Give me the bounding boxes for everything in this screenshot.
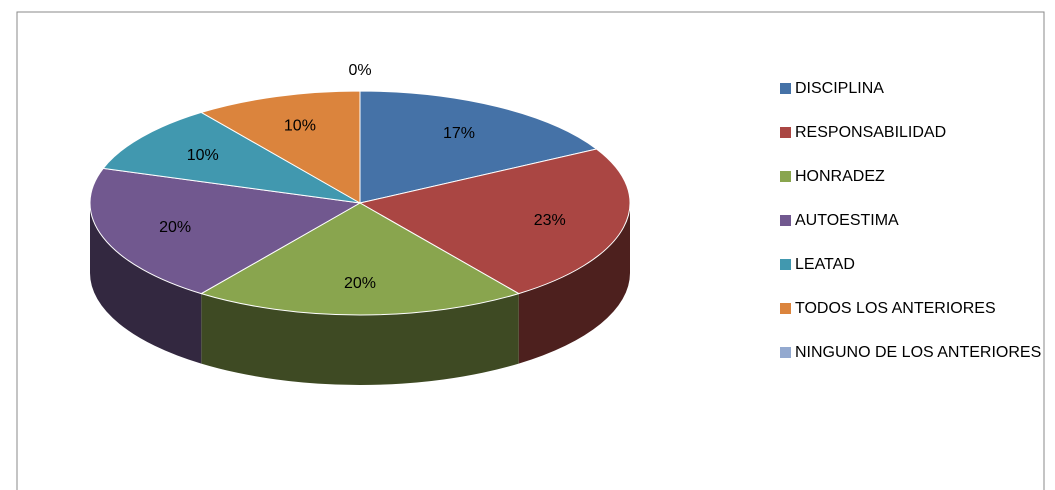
data-label: 10% [284,118,316,135]
legend-swatch [780,127,791,138]
legend-label: DISCIPLINA [795,80,884,97]
legend-label: AUTOESTIMA [795,212,899,229]
data-label: 20% [344,275,376,292]
pie-slice-side [90,203,202,364]
legend-swatch [780,303,791,314]
pie-slice-side [518,203,630,364]
legend-label: HONRADEZ [795,168,885,185]
legend-swatch [780,215,791,226]
data-label: 0% [348,62,371,79]
data-label: 10% [187,147,219,164]
legend-label: NINGUNO DE LOS ANTERIORES [795,344,1041,361]
data-label: 17% [443,125,475,142]
pie-slice [200,202,520,316]
legend-label: RESPONSABILIDAD [795,124,946,141]
pie-slice [200,90,361,204]
data-label: 20% [159,219,191,236]
pie-slice [358,148,631,295]
pie-slice-side [201,293,519,386]
legend-label: LEATAD [795,256,855,273]
legend-label: TODOS LOS ANTERIORES [795,300,996,317]
legend-swatch [780,259,791,270]
data-label: 23% [534,212,566,229]
pie-slice [89,167,362,295]
pie-slice [359,90,598,204]
legend-swatch [780,83,791,94]
legend-swatch [780,171,791,182]
legend-swatch [780,347,791,358]
pie-slice [102,111,361,204]
